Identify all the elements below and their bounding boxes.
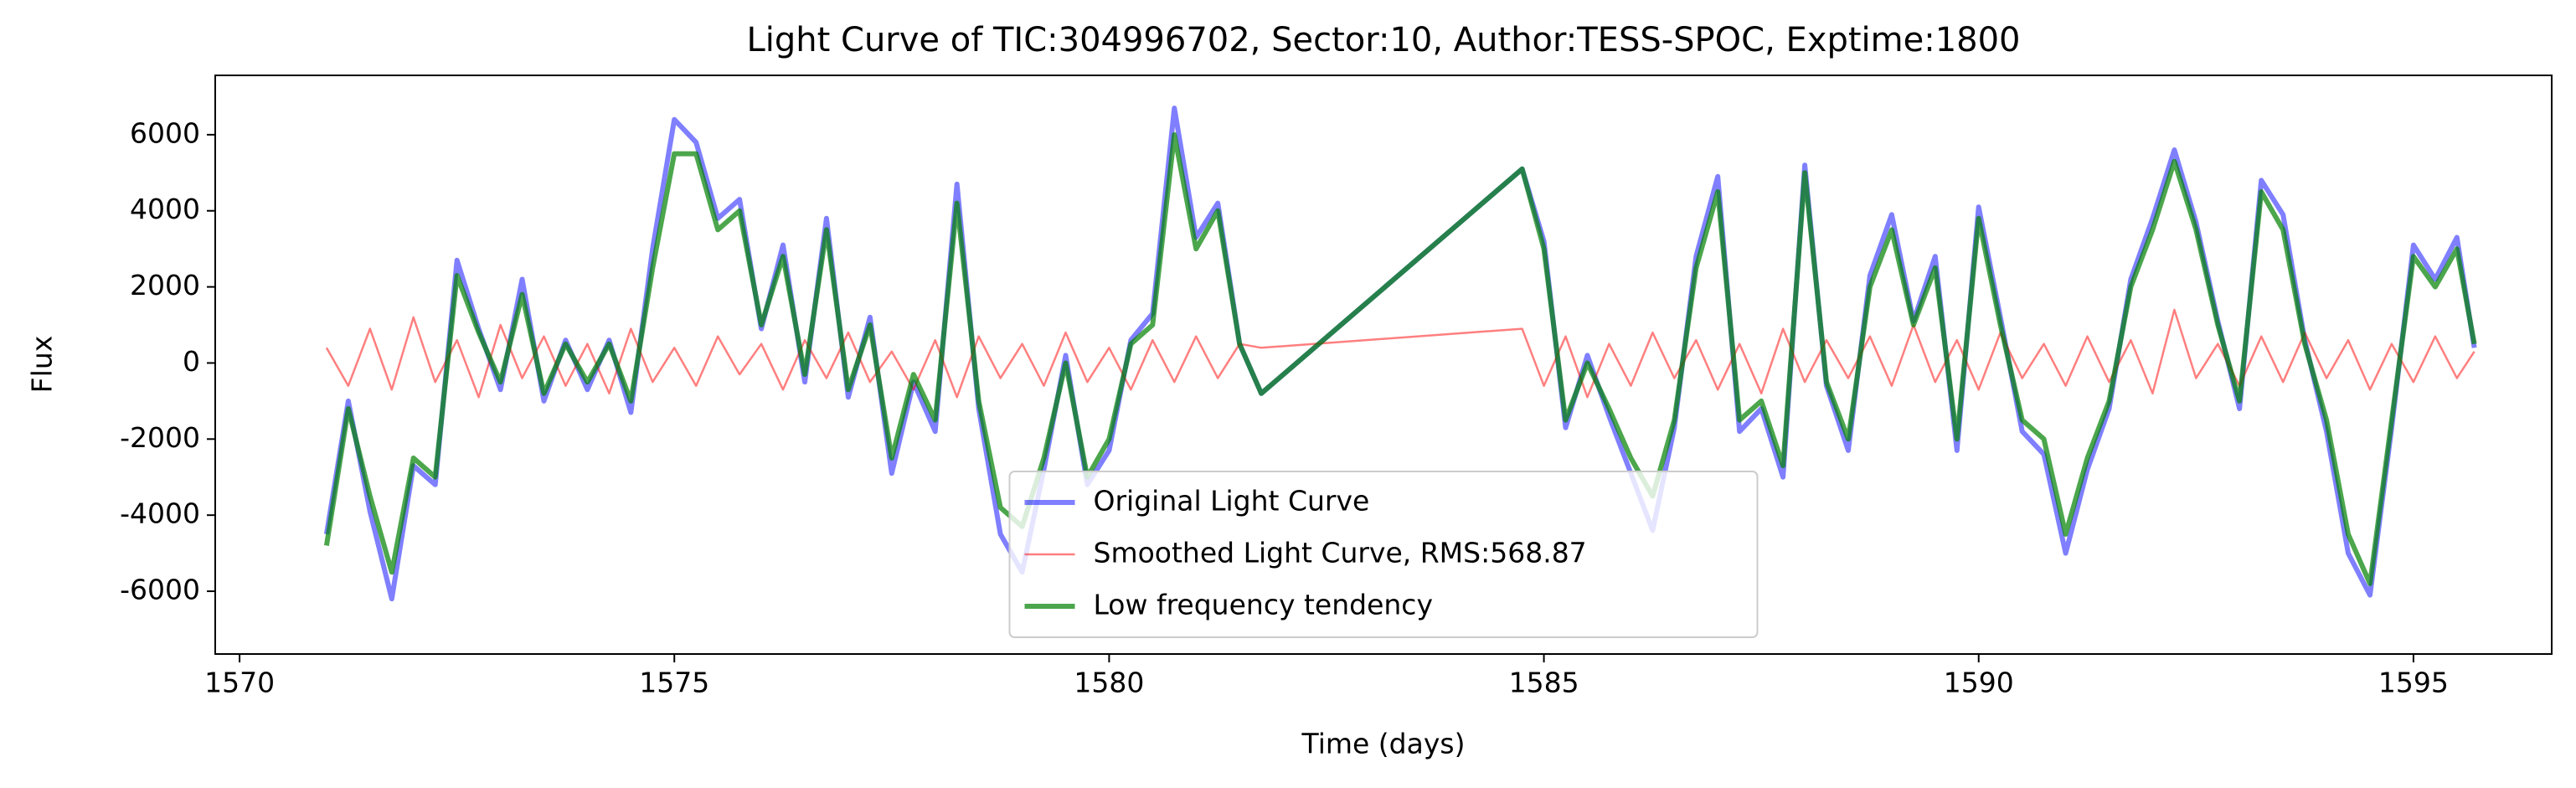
y-tick-label: 0 [183,345,200,378]
y-tick-label: -6000 [120,574,200,606]
y-tick-label: -2000 [120,421,200,454]
x-tick-label: 1580 [1074,667,1144,699]
axes-frame [214,75,2553,655]
legend-label: Low frequency tendency [1094,589,1433,621]
legend-label: Original Light Curve [1094,485,1370,518]
y-axis-label: Flux [26,336,59,394]
y-tick-label: 6000 [130,116,200,149]
legend: Original Light Curve Smoothed Light Curve… [1008,471,1759,638]
y-tick-label: -4000 [120,497,200,530]
x-axis-label: Time (days) [1301,728,1466,760]
y-tick-label: 2000 [130,269,200,301]
legend-label: Smoothed Light Curve, RMS:568.87 [1094,537,1587,569]
x-tick-label: 1575 [639,667,709,699]
x-tick-label: 1570 [204,667,275,699]
series-line [323,131,2477,586]
chart-title: Light Curve of TIC:304996702, Sector:10,… [746,21,2020,59]
legend-box [1008,471,1759,638]
x-tick-label: 1585 [1509,667,1579,699]
y-tick-label: 4000 [130,193,200,225]
x-tick-label: 1595 [2378,667,2449,699]
series-line [325,308,2476,399]
x-tick-label: 1590 [1944,667,2014,699]
